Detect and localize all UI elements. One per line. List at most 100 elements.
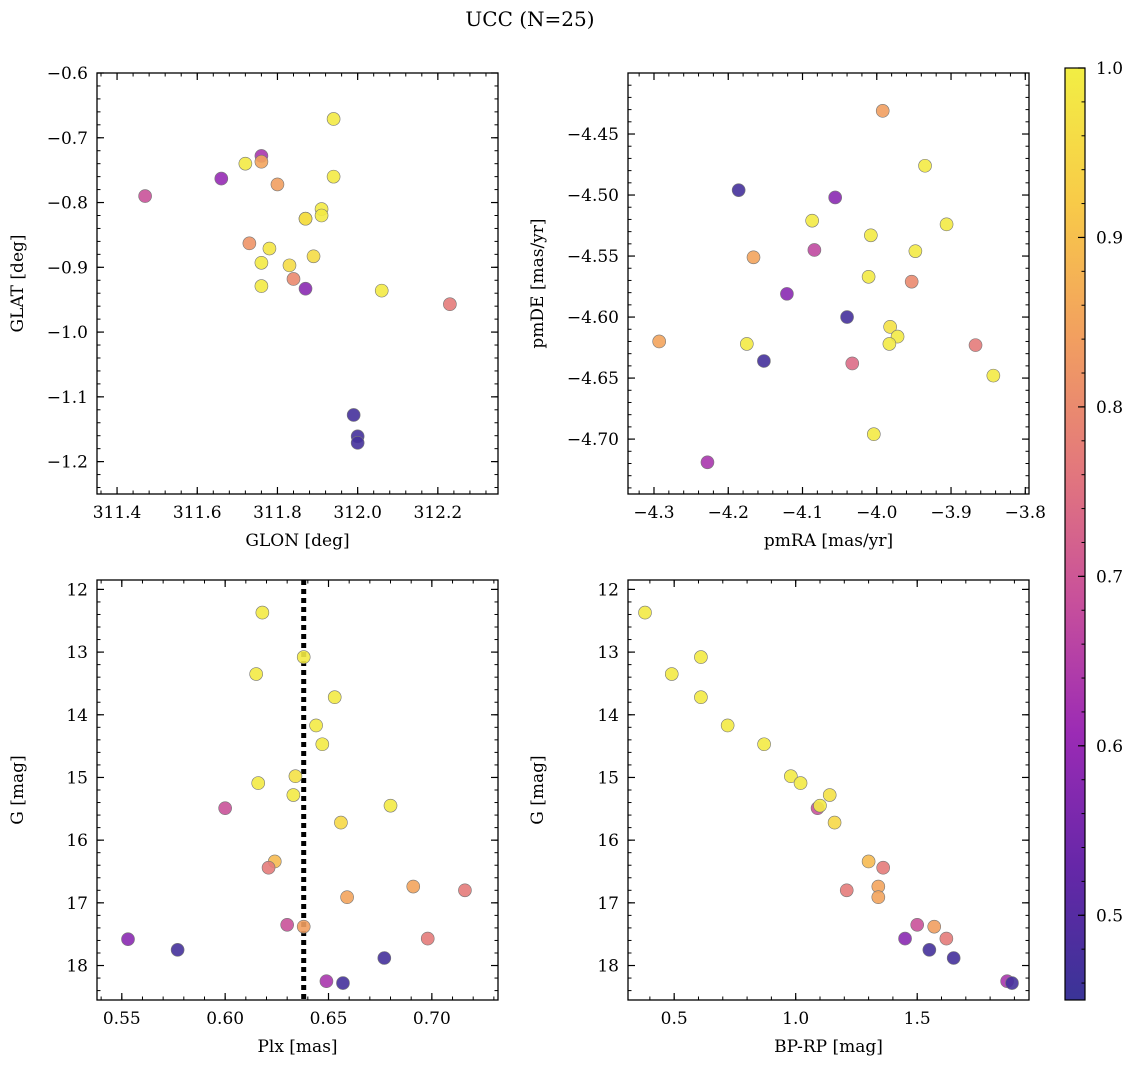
y-tick-label: 15 (66, 768, 88, 788)
scatter-point (170, 943, 185, 957)
scatter-points (652, 104, 1001, 470)
scatter-point (251, 776, 266, 790)
scatter-point (262, 241, 277, 256)
axes-frame (627, 72, 1030, 495)
scatter-point (910, 917, 925, 932)
scatter-point (805, 213, 819, 228)
scatter-point (861, 854, 876, 869)
y-axis-label: G [mag] (8, 755, 28, 824)
scatter-point (280, 917, 294, 932)
y-tick-label: −1.1 (47, 388, 88, 408)
y-tick-label: 17 (597, 894, 619, 914)
scatter-point (827, 815, 842, 830)
scatter-point (406, 879, 421, 894)
scatter-point (249, 667, 263, 681)
scatter-point (694, 650, 708, 664)
colorbar-tick-label: 0.7 (1096, 567, 1123, 587)
scatter-point (740, 337, 754, 351)
y-tick-label: 18 (597, 957, 619, 977)
scatter-point (420, 931, 435, 946)
scatter-point (298, 281, 313, 296)
scatter-point (746, 250, 761, 265)
scatter-point (288, 769, 303, 784)
scatter-point (315, 737, 330, 752)
colorbar-tick-label: 0.5 (1096, 906, 1123, 926)
scatter-point (238, 156, 253, 171)
scatter-point (270, 177, 285, 192)
scatter-point (383, 798, 398, 813)
scatter-point (309, 718, 323, 733)
scatter-point (340, 890, 354, 904)
x-tick-label: 1.5 (904, 1009, 931, 1029)
scatter-point (242, 236, 257, 251)
scatter-point (350, 436, 365, 450)
y-axis-label: GLAT [deg] (8, 234, 28, 332)
y-tick-label: 15 (597, 768, 619, 788)
scatter-point (883, 320, 897, 334)
scatter-point (898, 931, 912, 946)
scatter-point (458, 883, 472, 898)
scatter-point (939, 931, 954, 946)
figure-title: UCC (N=25) (465, 7, 594, 31)
scatter-point (822, 788, 837, 802)
x-tick-label: 0.60 (206, 1009, 244, 1029)
scatter-point (296, 919, 311, 934)
scatter-point (694, 690, 708, 705)
x-tick-label: 312.2 (414, 503, 463, 523)
scatter-point (374, 283, 389, 298)
scatter-point (986, 368, 1001, 383)
x-tick-label: 0.55 (103, 1009, 141, 1029)
scatter-point (871, 890, 886, 904)
x-axis-label: BP-RP [mag] (774, 1037, 883, 1057)
x-axis-label: Plx [mas] (257, 1037, 337, 1057)
scatter-point (664, 667, 679, 681)
scatter-point (946, 951, 961, 965)
scatter-points (121, 605, 472, 990)
scatter-point (828, 190, 842, 205)
scatter-point (214, 171, 229, 186)
axes-frame (96, 72, 499, 495)
scatter-point (334, 815, 348, 830)
scatter-point (314, 208, 329, 223)
scatter-point (298, 211, 313, 226)
scatter-point (254, 154, 269, 169)
y-tick-label: −4.45 (567, 125, 619, 145)
colorbar-tick-label: 1.0 (1096, 59, 1123, 79)
colorbar-tick-label: 0.9 (1096, 228, 1123, 248)
scatter-point (336, 976, 350, 990)
y-axis-label: G [mag] (528, 755, 548, 824)
y-tick-label: 16 (597, 831, 619, 851)
scatter-point (286, 272, 301, 286)
y-tick-label: −0.9 (47, 258, 88, 278)
scatter-point (845, 356, 860, 371)
x-tick-label: 311.6 (173, 503, 222, 523)
scatter-point (904, 274, 919, 289)
scatter-point (840, 310, 854, 324)
panel-pm: −4.3 −4.2 −4.1 −4.0 −3.9 −3.8 −4.45 −4.50 −4.55 −… (528, 72, 1046, 551)
x-tick-label: −4.2 (708, 503, 749, 523)
scatter-point (918, 158, 932, 173)
scatter-point (261, 860, 276, 875)
x-tick-label: −4.1 (782, 503, 823, 523)
scatter-point (254, 255, 269, 270)
y-tick-label: 14 (597, 706, 619, 726)
panel-cmd: 0.5 1.0 1.5 12 13 14 15 16 17 18 BP-RP [mag] G [mag… (528, 579, 1030, 1057)
scatter-point (652, 334, 666, 349)
colorbar-gradient (1064, 67, 1086, 1001)
x-tick-label: 311.8 (253, 503, 302, 523)
scatter-point (286, 788, 301, 802)
x-tick-label: 1.0 (782, 1009, 809, 1029)
panel-glon-glat: 311.4 311.6 311.8 312.0 312.2 −0.6 −0.7 −0.8 −0.… (8, 64, 499, 551)
scatter-point (121, 932, 135, 946)
scatter-point (254, 279, 269, 293)
x-tick-label: −4.3 (633, 503, 674, 523)
scatter-points (138, 112, 457, 450)
scatter-point (864, 228, 878, 243)
scatter-point (1005, 976, 1019, 990)
scatter-point (296, 650, 311, 664)
y-tick-label: −4.60 (567, 308, 619, 328)
y-tick-label: 12 (66, 580, 88, 600)
y-tick-label: 14 (66, 706, 88, 726)
colorbar-tick-label: 0.6 (1096, 737, 1123, 757)
